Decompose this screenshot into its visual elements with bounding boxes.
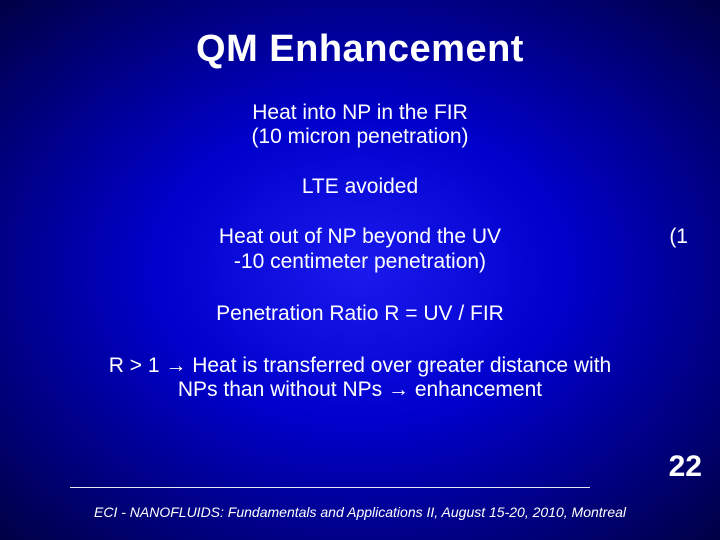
slide-title: QM Enhancement — [0, 0, 720, 71]
slide-number: 22 — [669, 450, 702, 484]
footer-divider — [70, 487, 590, 488]
block-heat-out: Heat out of NP beyond the UV -10 centime… — [0, 225, 720, 273]
text-fragment-right: (1 — [669, 225, 688, 249]
text-line: R > 1 → Heat is transferred over greater… — [40, 354, 680, 378]
text-line: NPs than without NPs → enhancement — [40, 378, 680, 402]
block-lte: LTE avoided — [0, 175, 720, 199]
block-ratio: Penetration Ratio R = UV / FIR — [0, 302, 720, 326]
block-conclusion: R > 1 → Heat is transferred over greater… — [0, 354, 720, 402]
footer-text: ECI - NANOFLUIDS: Fundamentals and Appli… — [0, 504, 720, 520]
text-line: -10 centimeter penetration) — [60, 250, 660, 274]
text-line: Heat out of NP beyond the UV — [60, 225, 660, 249]
text-line: (10 micron penetration) — [0, 125, 720, 149]
text-line: Heat into NP in the FIR — [0, 101, 720, 125]
block-heat-in: Heat into NP in the FIR (10 micron penet… — [0, 101, 720, 149]
